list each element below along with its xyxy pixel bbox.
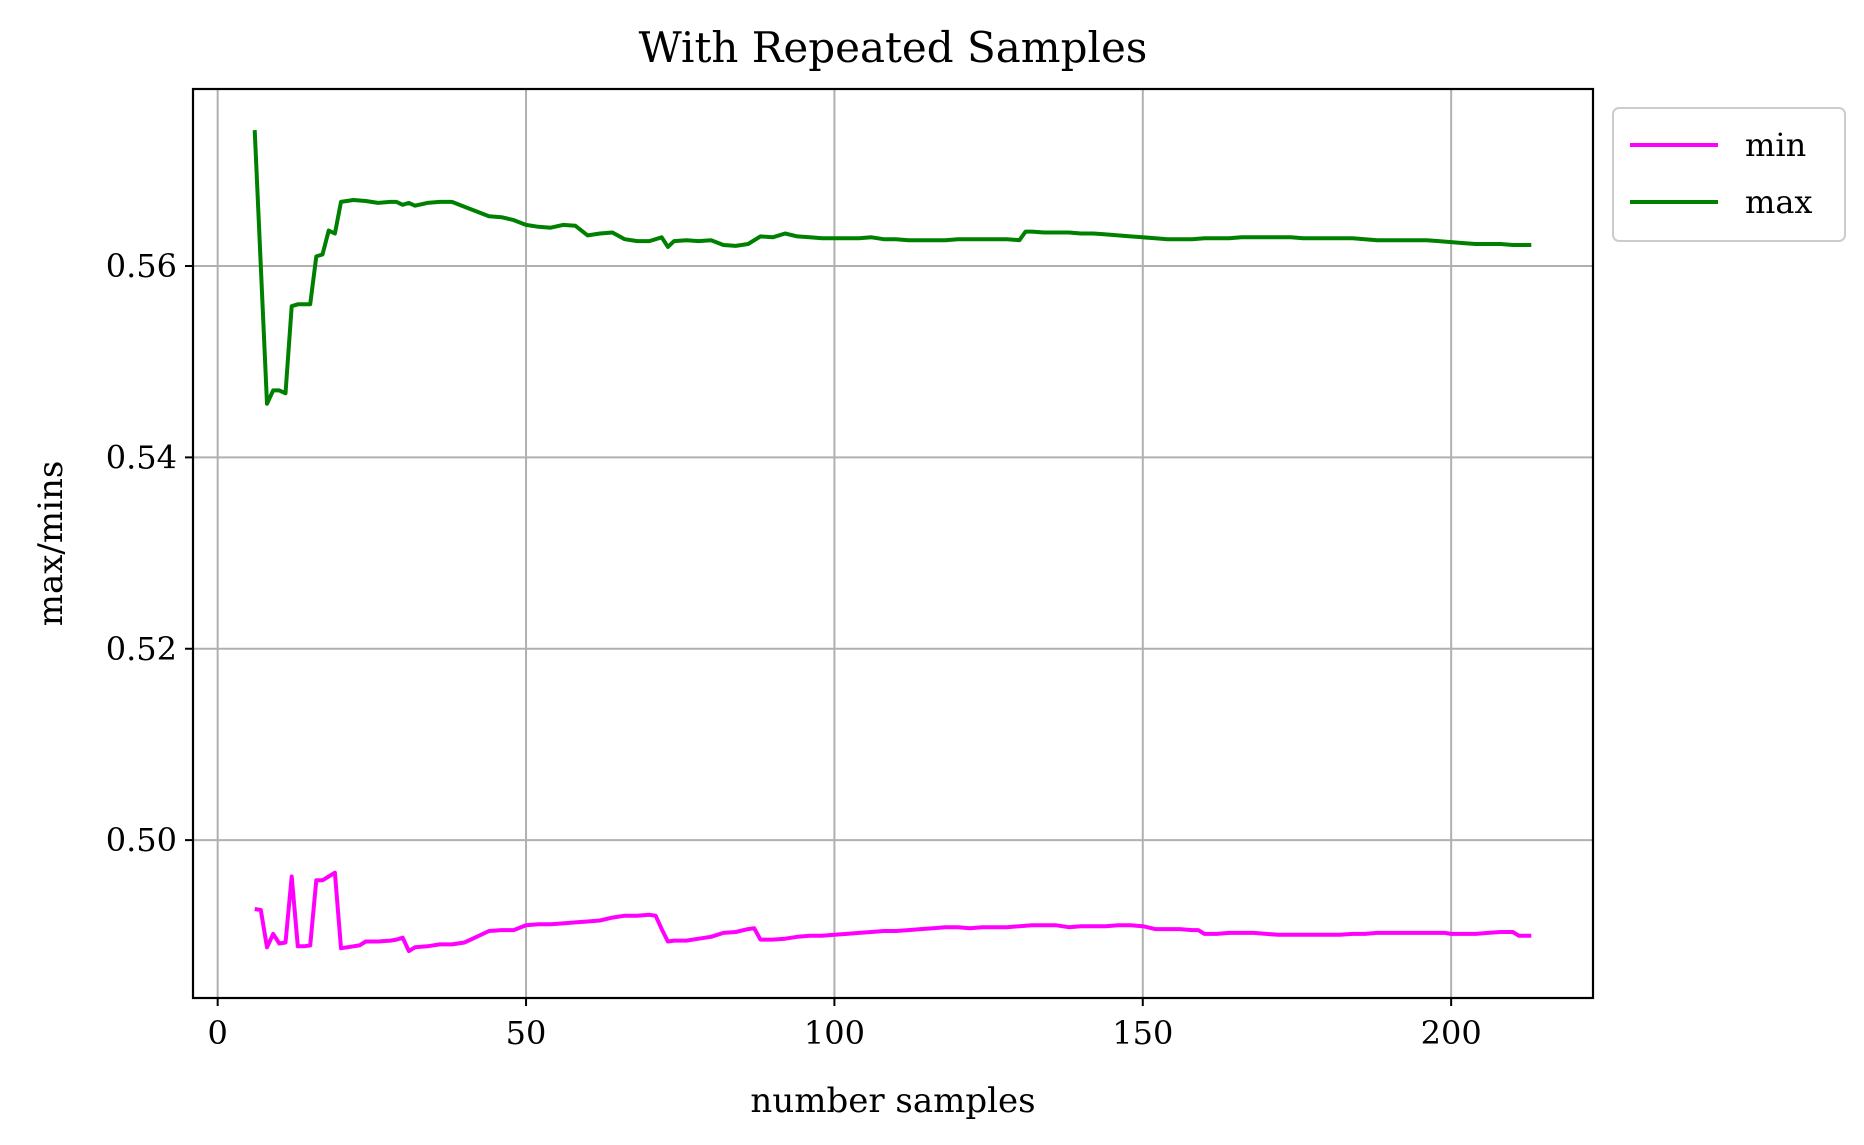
legend-box: [1612, 107, 1846, 242]
chart-title: With Repeated Samples: [639, 23, 1148, 72]
x-axis-label: number samples: [750, 1081, 1035, 1121]
x-tick-label: 150: [1112, 1014, 1173, 1052]
y-tick-label: 0.52: [106, 630, 177, 668]
series-line-max: [252, 130, 1532, 406]
axis-ticks: 0 50 100 150 200 0.50 0.52 0.54 0.56: [106, 247, 1482, 1052]
y-tick-label: 0.54: [106, 438, 177, 476]
x-tick-label: 100: [804, 1014, 865, 1052]
grid: [193, 89, 1593, 998]
x-tick-label: 50: [506, 1014, 547, 1052]
legend-label-min: min: [1745, 126, 1806, 164]
series-lines: [252, 130, 1532, 954]
x-tick-label: 200: [1421, 1014, 1482, 1052]
y-tick-label: 0.56: [106, 247, 177, 285]
legend: min max: [1612, 107, 1846, 242]
y-axis-label: max/mins: [31, 461, 71, 627]
y-tick-label: 0.50: [106, 821, 177, 859]
x-tick-label: 0: [207, 1014, 227, 1052]
legend-label-max: max: [1745, 183, 1812, 221]
series-line-min: [254, 870, 1532, 954]
plot-frame: [191, 87, 1595, 1000]
